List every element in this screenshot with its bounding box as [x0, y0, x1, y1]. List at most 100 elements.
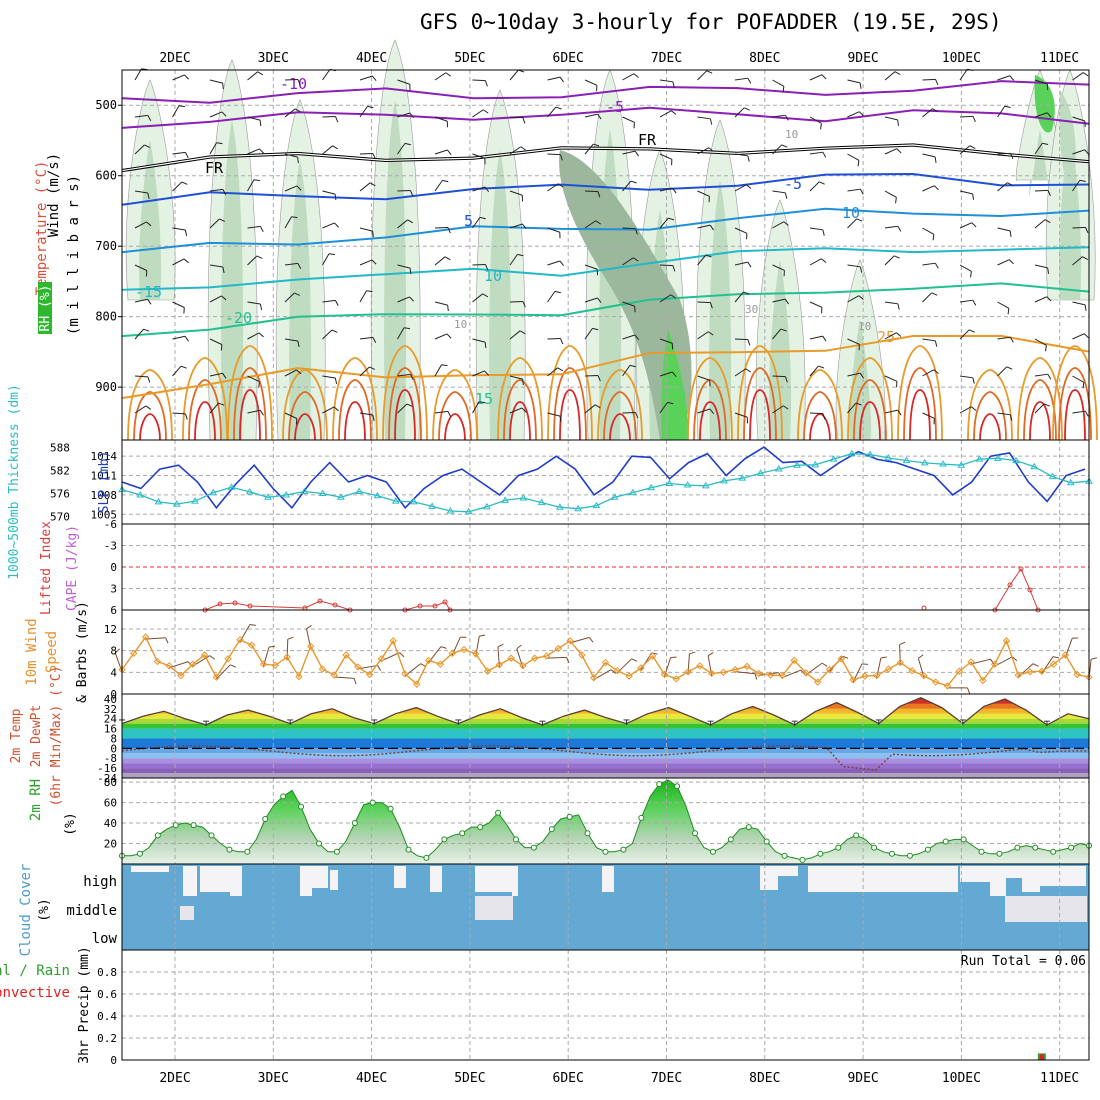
wind-barb-flag — [899, 641, 906, 646]
wind-barb-flag — [597, 375, 601, 382]
wind-barb — [884, 375, 898, 382]
wind-barb — [284, 338, 298, 342]
wind-barb — [922, 227, 935, 235]
wind-barb — [622, 301, 635, 307]
wind-barb-flag — [1044, 219, 1051, 223]
wind-barb — [1034, 219, 1046, 229]
wind-speed-marker — [472, 650, 480, 658]
wind-barb-flag — [967, 687, 971, 694]
wind-barb-flag — [781, 144, 788, 148]
wind-barb — [547, 183, 559, 192]
precip-frame — [121, 949, 1090, 1061]
wind-barb — [547, 260, 561, 266]
wind-barb-flag — [1010, 153, 1014, 159]
wind-barb-flag — [596, 297, 602, 303]
wind-barb-flag — [588, 637, 594, 643]
date-label-bottom: 3DEC — [258, 1071, 289, 1086]
wind-barb — [547, 367, 558, 377]
wind-barb — [847, 338, 860, 345]
high-cloud-gap — [200, 866, 230, 892]
wind-barb — [997, 182, 1008, 192]
isotherm-warm-cell — [288, 391, 322, 441]
rh-marker — [781, 852, 788, 859]
rh-marker — [548, 826, 555, 833]
wind-barb — [734, 368, 747, 377]
thickness-marker — [501, 496, 510, 503]
wind-barb-flag — [296, 369, 302, 375]
wind-barb — [734, 77, 748, 81]
temp-tick-label: 40 — [104, 693, 117, 706]
wind-barb-flag — [184, 229, 188, 237]
wind-barb — [547, 291, 556, 303]
wind-barb-flag — [482, 109, 489, 114]
lifted-index-marker — [417, 603, 423, 609]
rh-shading — [769, 260, 792, 440]
rh-marker — [172, 822, 179, 829]
wind-barb-flag — [184, 74, 190, 80]
precip-convective-label: Convective — [0, 985, 70, 1001]
rh-marker — [369, 799, 376, 806]
high-cloud-gap — [1040, 866, 1086, 886]
wind-barb-flag — [784, 192, 788, 199]
thickness-marker — [902, 456, 911, 464]
thickness-tick-label: 570 — [50, 510, 70, 523]
isotherm-warm-cell — [194, 401, 216, 441]
wind-barb-flag — [184, 336, 189, 342]
rh-marker — [960, 836, 967, 843]
wind-speed-marker — [248, 641, 256, 649]
lifted-index-marker — [1027, 587, 1033, 593]
temp-color-band — [122, 718, 1089, 724]
wind-barb-flag — [222, 83, 224, 90]
wind-barb — [472, 293, 483, 303]
middle-cloud-gap — [180, 906, 194, 920]
lifted-index-marker — [432, 603, 438, 609]
li-tick-label: 3 — [110, 583, 117, 596]
wind-barb — [922, 292, 933, 303]
wind-barb — [1072, 226, 1086, 229]
wind-barb — [286, 639, 289, 660]
wind-barb — [172, 365, 182, 377]
wind-barb — [997, 75, 1010, 81]
wind-barb-flag — [559, 416, 562, 423]
wind-barb — [1034, 264, 1048, 269]
rh-marker — [1050, 848, 1057, 855]
wind-barb-flag — [372, 337, 377, 343]
li-tick-label: -3 — [104, 540, 117, 553]
wind-barb — [284, 185, 298, 192]
isotherm-warm-cell — [338, 379, 372, 441]
wind-barb — [884, 409, 898, 414]
rh-tick-label: 20 — [104, 838, 117, 851]
rh-marker — [1014, 844, 1021, 851]
temp-tick-label: -16 — [97, 762, 117, 775]
wind-barb-flag — [597, 191, 601, 198]
high-cloud-gap — [960, 866, 990, 882]
wind-barb-flag — [484, 342, 487, 349]
wind-barb-flag — [970, 271, 972, 278]
wind-speed-marker — [1073, 670, 1081, 679]
rh-axis-label: RH (%) — [38, 285, 53, 332]
wind-tick-label: 8 — [110, 645, 117, 658]
wind-barb — [1072, 333, 1085, 340]
wind-barb — [547, 76, 561, 81]
wind-speed-marker — [436, 660, 445, 668]
wind-barb — [475, 636, 480, 656]
date-label-bottom: 5DEC — [454, 1071, 485, 1086]
wind-barb — [697, 331, 709, 340]
wind-speed-marker — [578, 651, 586, 659]
wind-barb — [959, 375, 973, 379]
rh-marker — [709, 848, 716, 855]
wind-speed-marker — [990, 660, 999, 668]
wind-barb — [809, 74, 823, 81]
wind-barb-flag — [482, 293, 489, 298]
rh2m-unit-label: (%) — [63, 812, 78, 835]
wind-barb-flag — [821, 662, 828, 667]
cloud-level-label: low — [92, 931, 118, 947]
wind-barb — [172, 335, 186, 340]
slp-tick-label: 1008 — [91, 489, 118, 502]
wind-speed-marker — [1014, 671, 1022, 679]
wind-barb-flag — [745, 368, 751, 373]
wind-barb — [884, 332, 897, 340]
wind-barb-flag — [484, 370, 490, 376]
wind-barb-flag — [634, 334, 640, 340]
wind-barb — [663, 657, 672, 677]
